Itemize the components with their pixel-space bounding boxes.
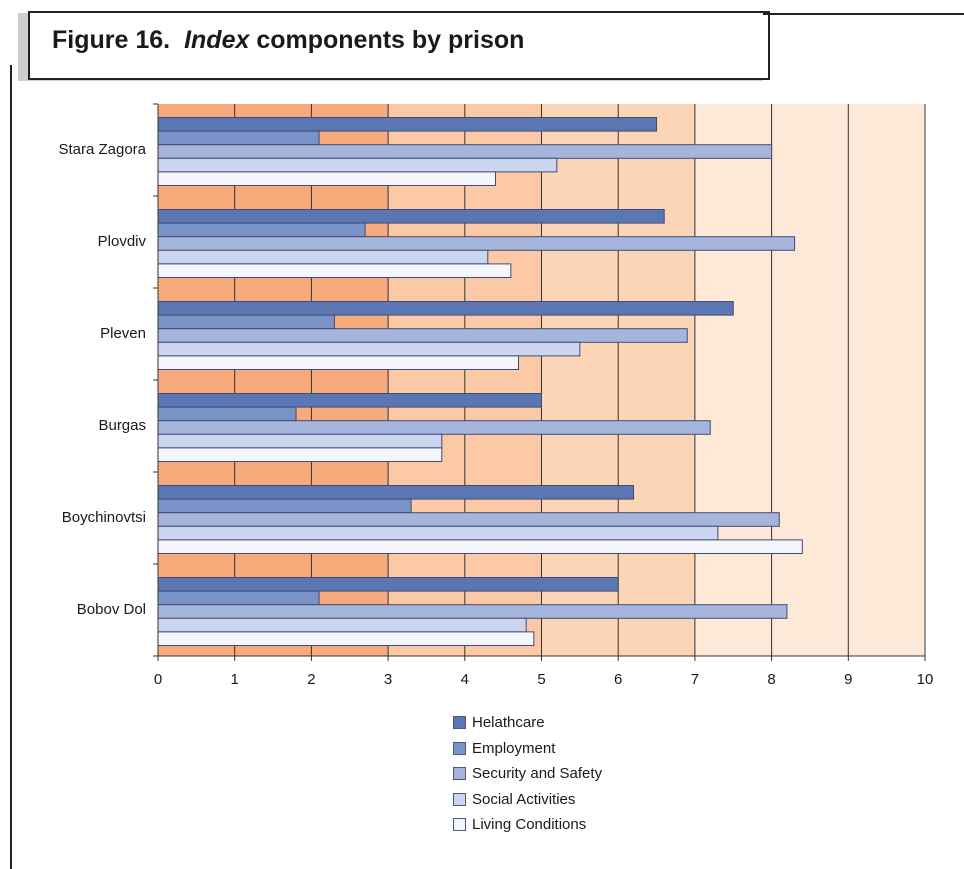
bar-helathcare-boychinovtsi [157,485,635,500]
bar-social-activities-pleven [157,341,581,357]
x-tick-label: 5 [537,671,545,688]
chart-legend: Helathcare Employment Security and Safet… [453,710,602,838]
legend-swatch [453,792,466,806]
x-tick-label: 1 [231,671,239,688]
x-tick-label: 3 [384,671,392,688]
bar-security-and-safety-stara-zagora [157,144,773,159]
bar-social-activities-boychinovtsi [157,525,719,541]
legend-label: Living Conditions [472,816,587,834]
bar-employment-bobov-dol [157,590,320,606]
x-tick-label: 10 [917,671,934,688]
x-tick-label: 7 [691,671,699,688]
x-tick-label: 9 [844,671,852,688]
legend-item-helathcare: Helathcare [453,710,602,736]
x-tick-label: 4 [461,671,469,688]
bar-living-conditions-burgas [157,447,443,462]
bar-helathcare-bobov-dol [157,577,619,592]
background-band-0 [158,104,389,656]
bar-employment-pleven [157,314,335,330]
legend-label: Helathcare [472,714,545,732]
figure-title: Figure 16. Index components by prison [52,26,524,55]
legend-swatch [453,741,466,755]
legend-item-social: Social Activities [453,787,602,813]
bar-security-and-safety-plovdiv [157,236,796,251]
bar-living-conditions-bobov-dol [157,631,535,647]
bar-living-conditions-pleven [157,355,519,370]
bar-employment-plovdiv [157,222,366,238]
bar-employment-boychinovtsi [157,498,412,514]
title-box: Figure 16. Index components by prison [28,11,770,80]
bar-living-conditions-boychinovtsi [157,539,803,555]
category-label: Stara Zagora [58,141,146,158]
bar-security-and-safety-burgas [157,420,711,435]
bar-helathcare-pleven [157,301,734,316]
bar-security-and-safety-bobov-dol [157,604,788,619]
legend-label: Employment [472,739,556,757]
figure-label: Figure 16. [52,26,171,54]
bar-social-activities-stara-zagora [157,157,558,173]
bar-living-conditions-plovdiv [157,263,512,278]
legend-label: Security and Safety [472,765,603,783]
bar-security-and-safety-boychinovtsi [157,512,780,527]
bar-social-activities-bobov-dol [157,617,527,633]
legend-swatch [453,767,466,781]
bar-living-conditions-stara-zagora [157,171,496,186]
x-tick-label: 2 [307,671,315,688]
bar-helathcare-stara-zagora [157,117,658,132]
bar-helathcare-plovdiv [157,209,665,224]
legend-item-living: Living Conditions [453,812,602,838]
legend-swatch [453,716,466,730]
category-label: Plovdiv [98,233,147,250]
background-band-3 [694,104,925,656]
legend-item-security: Security and Safety [453,761,602,787]
category-label: Boychinovtsi [62,509,146,526]
category-label: Bobov Dol [77,601,146,618]
x-tick-label: 8 [767,671,775,688]
figure-title-italic: Index [184,26,250,54]
category-label: Pleven [100,325,146,342]
legend-label: Social Activities [472,790,576,808]
bar-helathcare-burgas [157,393,542,408]
legend-swatch [453,818,466,832]
bar-employment-burgas [157,406,297,422]
bar-social-activities-plovdiv [157,249,489,265]
x-tick-label: 0 [154,671,162,688]
x-tick-label: 6 [614,671,622,688]
left-rule [10,65,12,869]
bar-social-activities-burgas [157,433,443,449]
figure-title-rest: components by prison [256,26,525,54]
bar-employment-stara-zagora [157,130,320,146]
bar-security-and-safety-pleven [157,328,688,343]
legend-item-employment: Employment [453,736,602,762]
top-rule [763,13,964,15]
category-label: Burgas [98,417,146,434]
title-shadow: Figure 16. Index components by prison [18,11,770,81]
